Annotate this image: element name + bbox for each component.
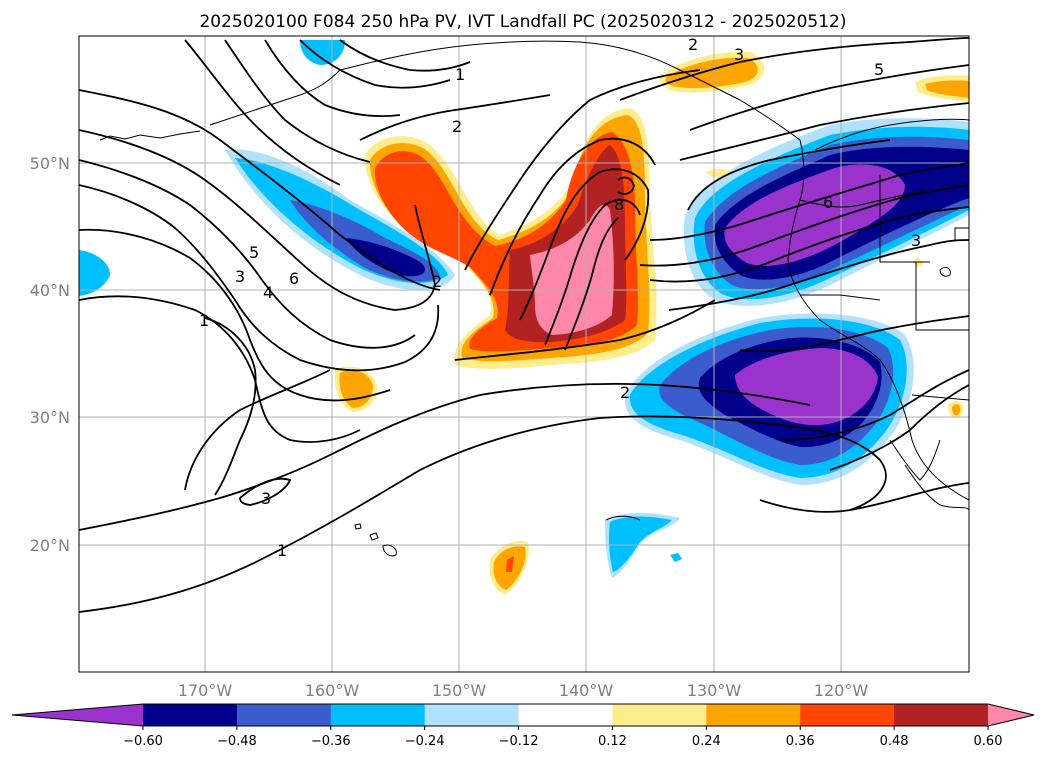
contour-label: 3 xyxy=(734,45,744,64)
colorbar-tick-label: −0.12 xyxy=(499,734,539,749)
colorbar-bin xyxy=(236,704,332,726)
contour-label: 8 xyxy=(614,195,624,214)
colorbar-tick-label: −0.36 xyxy=(311,734,351,749)
contour-label: 2 xyxy=(688,35,698,54)
lon-tick-label: 160°W xyxy=(305,681,360,700)
contour-label: 4 xyxy=(263,283,273,302)
lon-tick-label: 130°W xyxy=(687,681,742,700)
contour-label: 2 xyxy=(452,117,462,136)
colorbar-tick-label: 0.24 xyxy=(692,734,721,749)
pv-contours xyxy=(79,37,969,613)
colorbar-tick-label: 0.48 xyxy=(880,734,909,749)
colorbar-tick-label: 0.12 xyxy=(598,734,627,749)
colorbar-extend-low xyxy=(12,704,143,726)
lon-tick-label: 150°W xyxy=(432,681,487,700)
negative-anomaly-nw xyxy=(79,40,455,296)
lon-tick-label: 120°W xyxy=(814,681,869,700)
lat-tick-label: 30°N xyxy=(30,408,70,427)
colorbar-bin xyxy=(894,704,989,726)
contour-label: 5 xyxy=(874,60,884,79)
lon-tick-label: 140°W xyxy=(559,681,614,700)
figure-title: 2025020100 F084 250 hPa PV, IVT Landfall… xyxy=(199,12,846,32)
contour-labels: 2 3 5 1 2 8 6 3 5 6 3 4 2 1 2 3 1 xyxy=(199,35,921,560)
lat-tick-labels: 50°N 40°N 30°N 20°N xyxy=(30,154,70,555)
colorbar-tick-label: 0.60 xyxy=(974,734,1003,749)
coastlines xyxy=(99,40,969,557)
map-frame xyxy=(78,35,970,673)
lon-tick-labels: 170°W 160°W 150°W 140°W 130°W 120°W xyxy=(178,681,869,700)
colorbar-tick-label: −0.24 xyxy=(405,734,445,749)
positive-anomaly-central xyxy=(334,108,657,595)
contour-label: 3 xyxy=(235,267,245,286)
contour-label: 1 xyxy=(455,65,465,84)
colorbar-bin xyxy=(330,704,426,726)
colorbar-extend-high xyxy=(988,704,1034,726)
positive-anomaly-north xyxy=(659,51,969,419)
contour-label: 5 xyxy=(249,243,259,262)
graticule xyxy=(79,36,969,672)
contour-label: 6 xyxy=(289,269,299,288)
colorbar-bin xyxy=(143,704,238,726)
contour-label: 1 xyxy=(199,311,209,330)
contour-label: 1 xyxy=(277,541,287,560)
colorbar-bin xyxy=(518,704,613,726)
colorbar-bin xyxy=(706,704,801,726)
colorbar-tick-label: 0.36 xyxy=(786,734,815,749)
colorbar-bin xyxy=(612,704,707,726)
contour-label: 6 xyxy=(823,193,833,212)
contour-label: 2 xyxy=(620,383,630,402)
map-panel: 2 3 5 1 2 8 6 3 5 6 3 4 2 1 2 3 1 xyxy=(79,35,969,672)
colorbar-tick-label: −0.48 xyxy=(217,734,257,749)
colorbar-bin xyxy=(424,704,520,726)
lon-tick-label: 170°W xyxy=(178,681,233,700)
contour-label: 3 xyxy=(261,489,271,508)
colorbar-tick-label: −0.60 xyxy=(123,734,163,749)
contour-label: 2 xyxy=(432,272,442,291)
lat-tick-label: 20°N xyxy=(30,536,70,555)
colorbar: −0.60 −0.48 −0.36 −0.24 −0.12 0.12 0.24 0.36 0.4… xyxy=(11,703,1035,749)
colorbar-bin xyxy=(800,704,895,726)
contour-label: 3 xyxy=(911,231,921,250)
lat-tick-label: 50°N xyxy=(30,154,70,173)
lat-tick-label: 40°N xyxy=(30,281,70,300)
